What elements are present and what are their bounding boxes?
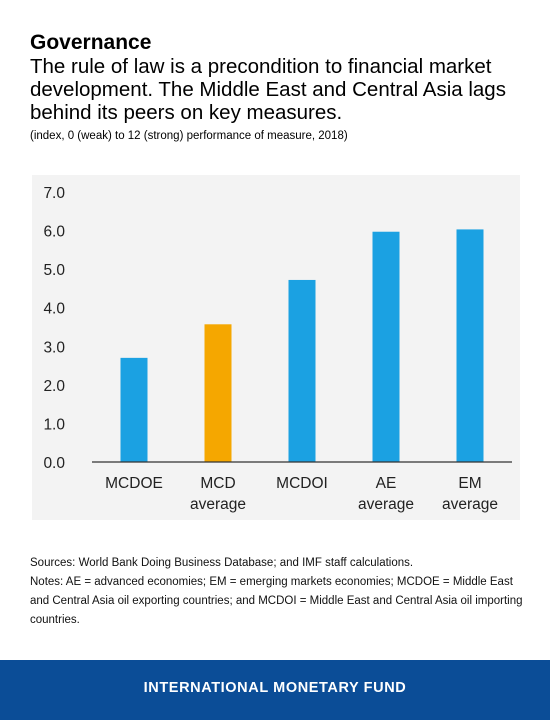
bar [120, 357, 148, 462]
bar [288, 279, 316, 462]
y-tick-label: 6.0 [43, 224, 65, 241]
y-tick-label: 0.0 [43, 455, 65, 472]
x-tick-label: MCD [200, 475, 235, 492]
x-tick-label: average [442, 496, 498, 513]
chart-title: Governance [30, 31, 152, 54]
x-tick-label: MCDOE [105, 475, 163, 492]
x-tick-label: EM [458, 475, 481, 492]
organization-name: INTERNATIONAL MONETARY FUND [143, 680, 407, 696]
y-tick-label: 3.0 [43, 339, 65, 356]
bar [372, 231, 400, 462]
chart-subtitle: The rule of law is a precondition to fin… [30, 55, 506, 124]
chart-footnotes: Sources: World Bank Doing Business Datab… [30, 554, 525, 630]
y-tick-label: 5.0 [43, 262, 65, 279]
brand-footer-bar: INTERNATIONAL MONETARY FUND [0, 660, 550, 720]
bar-chart: 0.0 1.0 2.0 3.0 4.0 5.0 6.0 7.0 MCDOE MCD average M… [43, 185, 512, 513]
chart-unit-note: (index, 0 (weak) to 12 (strong) performa… [30, 130, 348, 142]
y-tick-label: 4.0 [43, 301, 65, 318]
x-tick-label: MCDOI [276, 475, 328, 492]
abbreviations-note: Notes: AE = advanced economies; EM = eme… [30, 576, 523, 626]
chart-header: Governance The rule of law is a precondi… [30, 31, 530, 144]
sources-note: Sources: World Bank Doing Business Datab… [30, 557, 414, 569]
y-tick-label: 7.0 [43, 185, 65, 202]
x-tick-label: AE [376, 475, 397, 492]
bar [204, 324, 232, 462]
chart-panel: 0.0 1.0 2.0 3.0 4.0 5.0 6.0 7.0 MCDOE MCD average M… [32, 175, 520, 520]
x-tick-label: average [190, 496, 246, 513]
y-tick-label: 2.0 [43, 378, 65, 395]
x-tick-label: average [358, 496, 414, 513]
bar [456, 229, 484, 462]
y-tick-label: 1.0 [43, 416, 65, 433]
